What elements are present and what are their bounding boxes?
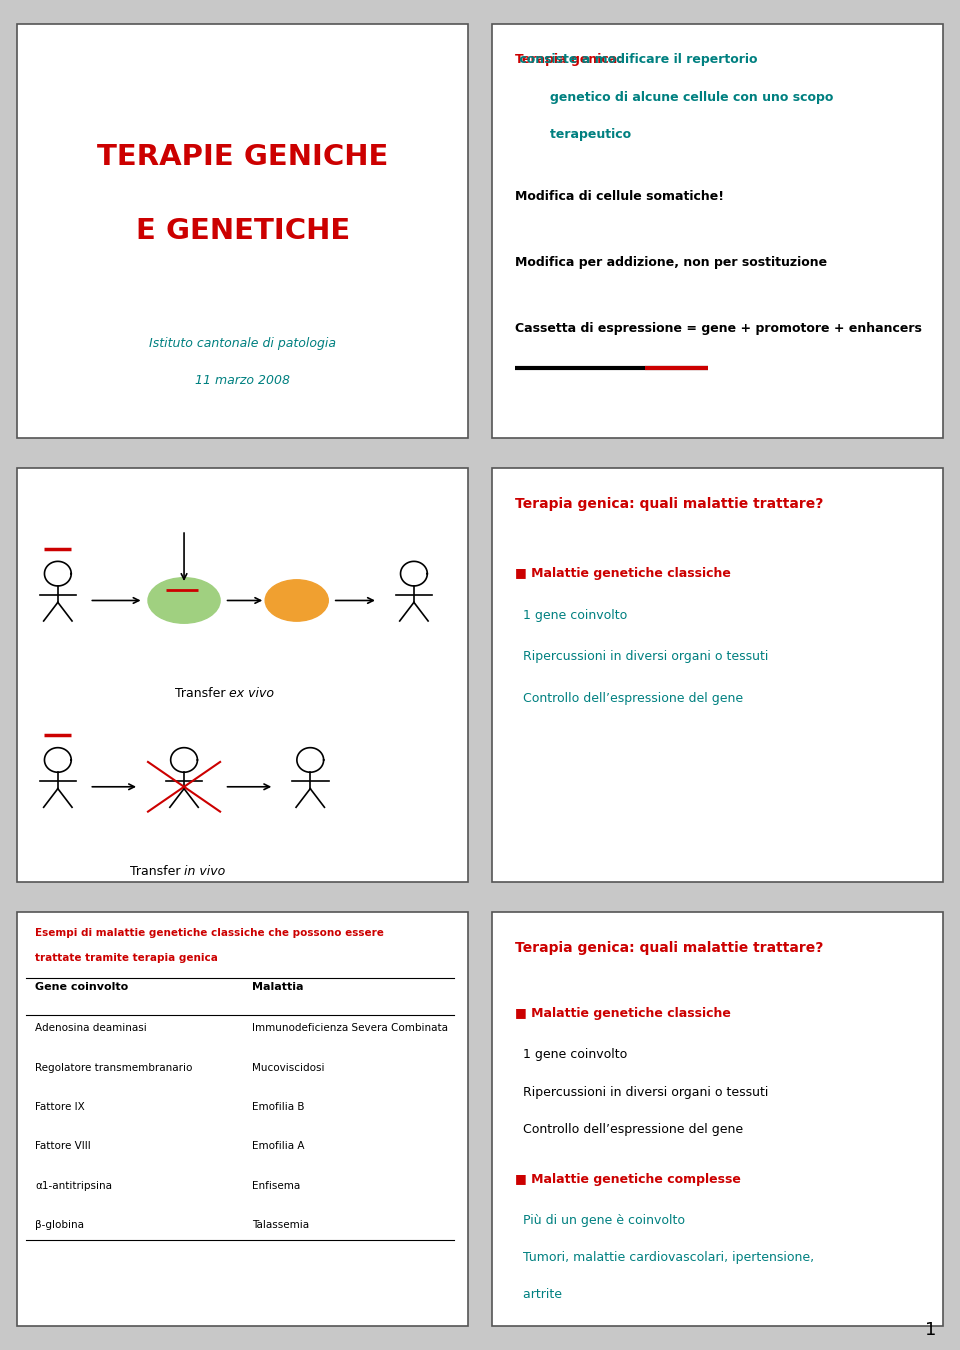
Text: ex vivo: ex vivo xyxy=(229,687,275,701)
Text: Istituto cantonale di patologia: Istituto cantonale di patologia xyxy=(149,336,336,350)
Text: Fattore VIII: Fattore VIII xyxy=(36,1142,91,1152)
Text: Cassetta di espressione = gene + promotore + enhancers: Cassetta di espressione = gene + promoto… xyxy=(515,323,922,335)
Text: Talassemia: Talassemia xyxy=(252,1220,309,1230)
FancyBboxPatch shape xyxy=(492,911,943,1326)
Text: 1 gene coinvolto: 1 gene coinvolto xyxy=(515,609,627,622)
Text: Più di un gene è coinvolto: Più di un gene è coinvolto xyxy=(515,1214,684,1227)
Text: Enfisema: Enfisema xyxy=(252,1181,300,1191)
Text: α1-antitripsina: α1-antitripsina xyxy=(36,1181,112,1191)
Text: Ripercussioni in diversi organi o tessuti: Ripercussioni in diversi organi o tessut… xyxy=(515,1085,768,1099)
Text: Adenosina deaminasi: Adenosina deaminasi xyxy=(36,1023,147,1034)
Text: 1: 1 xyxy=(924,1322,936,1339)
Text: Terapia genica: quali malattie trattare?: Terapia genica: quali malattie trattare? xyxy=(515,941,823,954)
Text: Transfer: Transfer xyxy=(175,687,229,701)
Text: Emofilia B: Emofilia B xyxy=(252,1102,304,1112)
Text: TERAPIE GENICHE: TERAPIE GENICHE xyxy=(97,143,389,171)
Text: Regolatore transmembranario: Regolatore transmembranario xyxy=(36,1062,193,1073)
Text: artrite: artrite xyxy=(515,1288,562,1301)
Text: Modifica per addizione, non per sostituzione: Modifica per addizione, non per sostituz… xyxy=(515,256,827,269)
Text: consiste a modificare il repertorio: consiste a modificare il repertorio xyxy=(515,53,757,66)
Text: Transfer: Transfer xyxy=(130,865,184,879)
FancyBboxPatch shape xyxy=(17,24,468,439)
Text: Ripercussioni in diversi organi o tessuti: Ripercussioni in diversi organi o tessut… xyxy=(515,651,768,663)
Text: β-globina: β-globina xyxy=(36,1220,84,1230)
Text: Malattia: Malattia xyxy=(252,981,303,992)
Text: Emofilia A: Emofilia A xyxy=(252,1142,304,1152)
Text: genetico di alcune cellule con uno scopo: genetico di alcune cellule con uno scopo xyxy=(515,90,833,104)
Text: 1 gene coinvolto: 1 gene coinvolto xyxy=(515,1049,627,1061)
FancyBboxPatch shape xyxy=(17,911,468,1326)
Text: in vivo: in vivo xyxy=(184,865,226,879)
Text: terapeutico: terapeutico xyxy=(515,128,631,140)
Text: E GENETICHE: E GENETICHE xyxy=(135,217,349,246)
Text: 11 marzo 2008: 11 marzo 2008 xyxy=(195,374,290,387)
Ellipse shape xyxy=(148,578,220,624)
Text: Terapia genica: quali malattie trattare?: Terapia genica: quali malattie trattare? xyxy=(515,497,823,512)
Text: ■ Malattie genetiche classiche: ■ Malattie genetiche classiche xyxy=(515,1007,731,1019)
Text: Tumori, malattie cardiovascolari, ipertensione,: Tumori, malattie cardiovascolari, iperte… xyxy=(515,1251,814,1264)
Text: ■ Malattie genetiche complesse: ■ Malattie genetiche complesse xyxy=(515,1173,740,1185)
Text: Fattore IX: Fattore IX xyxy=(36,1102,85,1112)
FancyBboxPatch shape xyxy=(492,24,943,439)
Text: Terapia genica:: Terapia genica: xyxy=(515,53,622,66)
FancyBboxPatch shape xyxy=(492,468,943,882)
Ellipse shape xyxy=(265,579,328,621)
Text: Modifica di cellule somatiche!: Modifica di cellule somatiche! xyxy=(515,190,724,202)
Text: Gene coinvolto: Gene coinvolto xyxy=(36,981,129,992)
Text: trattate tramite terapia genica: trattate tramite terapia genica xyxy=(36,953,218,963)
Text: Esempi di malattie genetiche classiche che possono essere: Esempi di malattie genetiche classiche c… xyxy=(36,929,384,938)
Text: ■ Malattie genetiche classiche: ■ Malattie genetiche classiche xyxy=(515,567,731,580)
Text: Immunodeficienza Severa Combinata: Immunodeficienza Severa Combinata xyxy=(252,1023,447,1034)
FancyBboxPatch shape xyxy=(17,468,468,882)
Text: Controllo dell’espressione del gene: Controllo dell’espressione del gene xyxy=(515,691,743,705)
Text: Mucoviscidosi: Mucoviscidosi xyxy=(252,1062,324,1073)
Text: Controllo dell’espressione del gene: Controllo dell’espressione del gene xyxy=(515,1123,743,1135)
